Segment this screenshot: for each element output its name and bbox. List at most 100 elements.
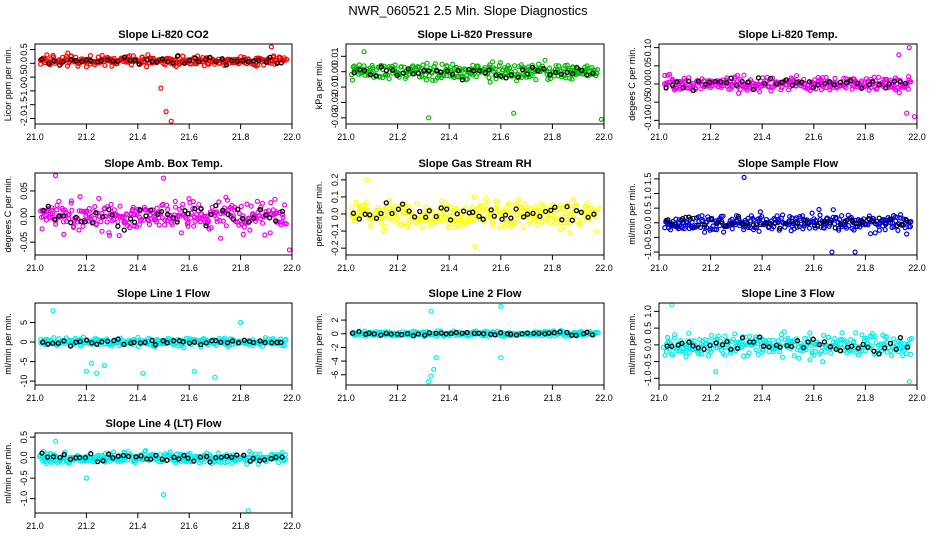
data-point-black [755, 75, 762, 81]
data-point [807, 330, 813, 336]
data-point-black [40, 339, 46, 345]
data-point [215, 450, 221, 456]
data-point-black [131, 219, 138, 225]
data-point [560, 223, 567, 229]
data-point-black [799, 79, 805, 85]
data-point-black [508, 215, 514, 221]
data-point-black [219, 56, 225, 62]
data-point [230, 213, 236, 219]
data-point-black [854, 80, 861, 86]
y-tick-label: 0.2 [330, 174, 340, 187]
data-point-black [378, 210, 384, 217]
data-point-black [405, 66, 411, 72]
data-point-black [148, 207, 154, 213]
x-tick-label: 21.6 [805, 393, 823, 403]
data-point-black [79, 58, 85, 65]
data-point-black [115, 58, 121, 65]
data-point-black [174, 219, 180, 225]
data-point [414, 200, 420, 207]
data-point-black [121, 227, 127, 233]
y-axis-label: ml/min per min. [3, 313, 13, 375]
outlier-point [212, 374, 218, 380]
data-point [748, 213, 755, 219]
x-tick-label: 21.2 [78, 263, 96, 273]
data-point [908, 219, 914, 225]
data-point [268, 200, 274, 206]
data-point-black [278, 60, 284, 66]
data-point [190, 199, 196, 205]
data-point-black [777, 225, 783, 232]
outlier-point [426, 115, 432, 121]
data-point [907, 351, 914, 357]
data-point [224, 197, 231, 203]
data-point [563, 75, 569, 81]
data-point-black [665, 217, 671, 223]
outlier-point [426, 379, 432, 385]
data-point [43, 217, 50, 223]
data-point-black [143, 213, 149, 219]
data-point [418, 214, 424, 221]
data-point [51, 335, 57, 341]
data-point [80, 334, 86, 340]
x-tick-label: 21.6 [180, 521, 198, 531]
data-point [487, 62, 493, 68]
data-point [559, 214, 565, 220]
y-axis: -0.03-0.02-0.010.000.01 [330, 48, 346, 129]
data-point [905, 86, 912, 92]
data-point-black [362, 211, 368, 217]
data-point-black [876, 215, 882, 221]
data-point [535, 61, 542, 67]
data-point [520, 224, 526, 230]
data-point-black [57, 62, 63, 68]
data-point [760, 75, 766, 81]
outlier-point [428, 373, 434, 379]
data-point-black [898, 221, 905, 228]
data-point [897, 212, 904, 218]
x-tick-label: 21.6 [492, 393, 510, 403]
y-tick-label: 0 [330, 331, 340, 336]
data-point-black [208, 211, 214, 217]
data-point [547, 220, 554, 226]
data-point [806, 225, 813, 231]
data-point [888, 352, 895, 359]
data-point [381, 228, 387, 234]
data-point [406, 217, 412, 224]
data-point [398, 64, 404, 70]
data-point-black [115, 223, 121, 229]
outlier-point [286, 247, 292, 253]
data-point [410, 63, 416, 69]
data-point [720, 213, 726, 219]
data-point-black [170, 60, 176, 66]
y-tick-label: -0.03 [330, 108, 340, 129]
data-point [522, 200, 528, 206]
data-points [661, 44, 918, 120]
outlier-point [904, 110, 910, 116]
data-point-black [52, 216, 58, 222]
data-point [903, 350, 910, 357]
data-point [198, 58, 204, 65]
data-point-black [897, 334, 904, 341]
data-point [830, 207, 836, 213]
data-point [569, 76, 575, 82]
data-point [779, 84, 785, 91]
data-point [78, 208, 85, 214]
x-tick-label: 22.0 [283, 521, 301, 531]
outlier-point [896, 52, 902, 58]
data-point-black [520, 67, 526, 73]
data-point [854, 223, 860, 229]
x-axis: 21.0 21.2 21.4 21.6 21.8 22.0 [26, 255, 301, 273]
data-point [196, 202, 202, 208]
data-point-black [768, 75, 774, 82]
chart-title: Slope Sample Flow [738, 158, 839, 170]
y-axis-label: ml/min per min. [627, 313, 637, 375]
data-point [62, 207, 68, 213]
data-point [693, 222, 699, 228]
outlier-point [140, 370, 146, 376]
data-point [76, 227, 82, 233]
data-point [556, 63, 562, 69]
data-point [867, 231, 874, 237]
data-point-black [196, 58, 202, 65]
data-point [68, 198, 75, 204]
data-point-black [89, 220, 96, 226]
data-point [272, 196, 278, 202]
